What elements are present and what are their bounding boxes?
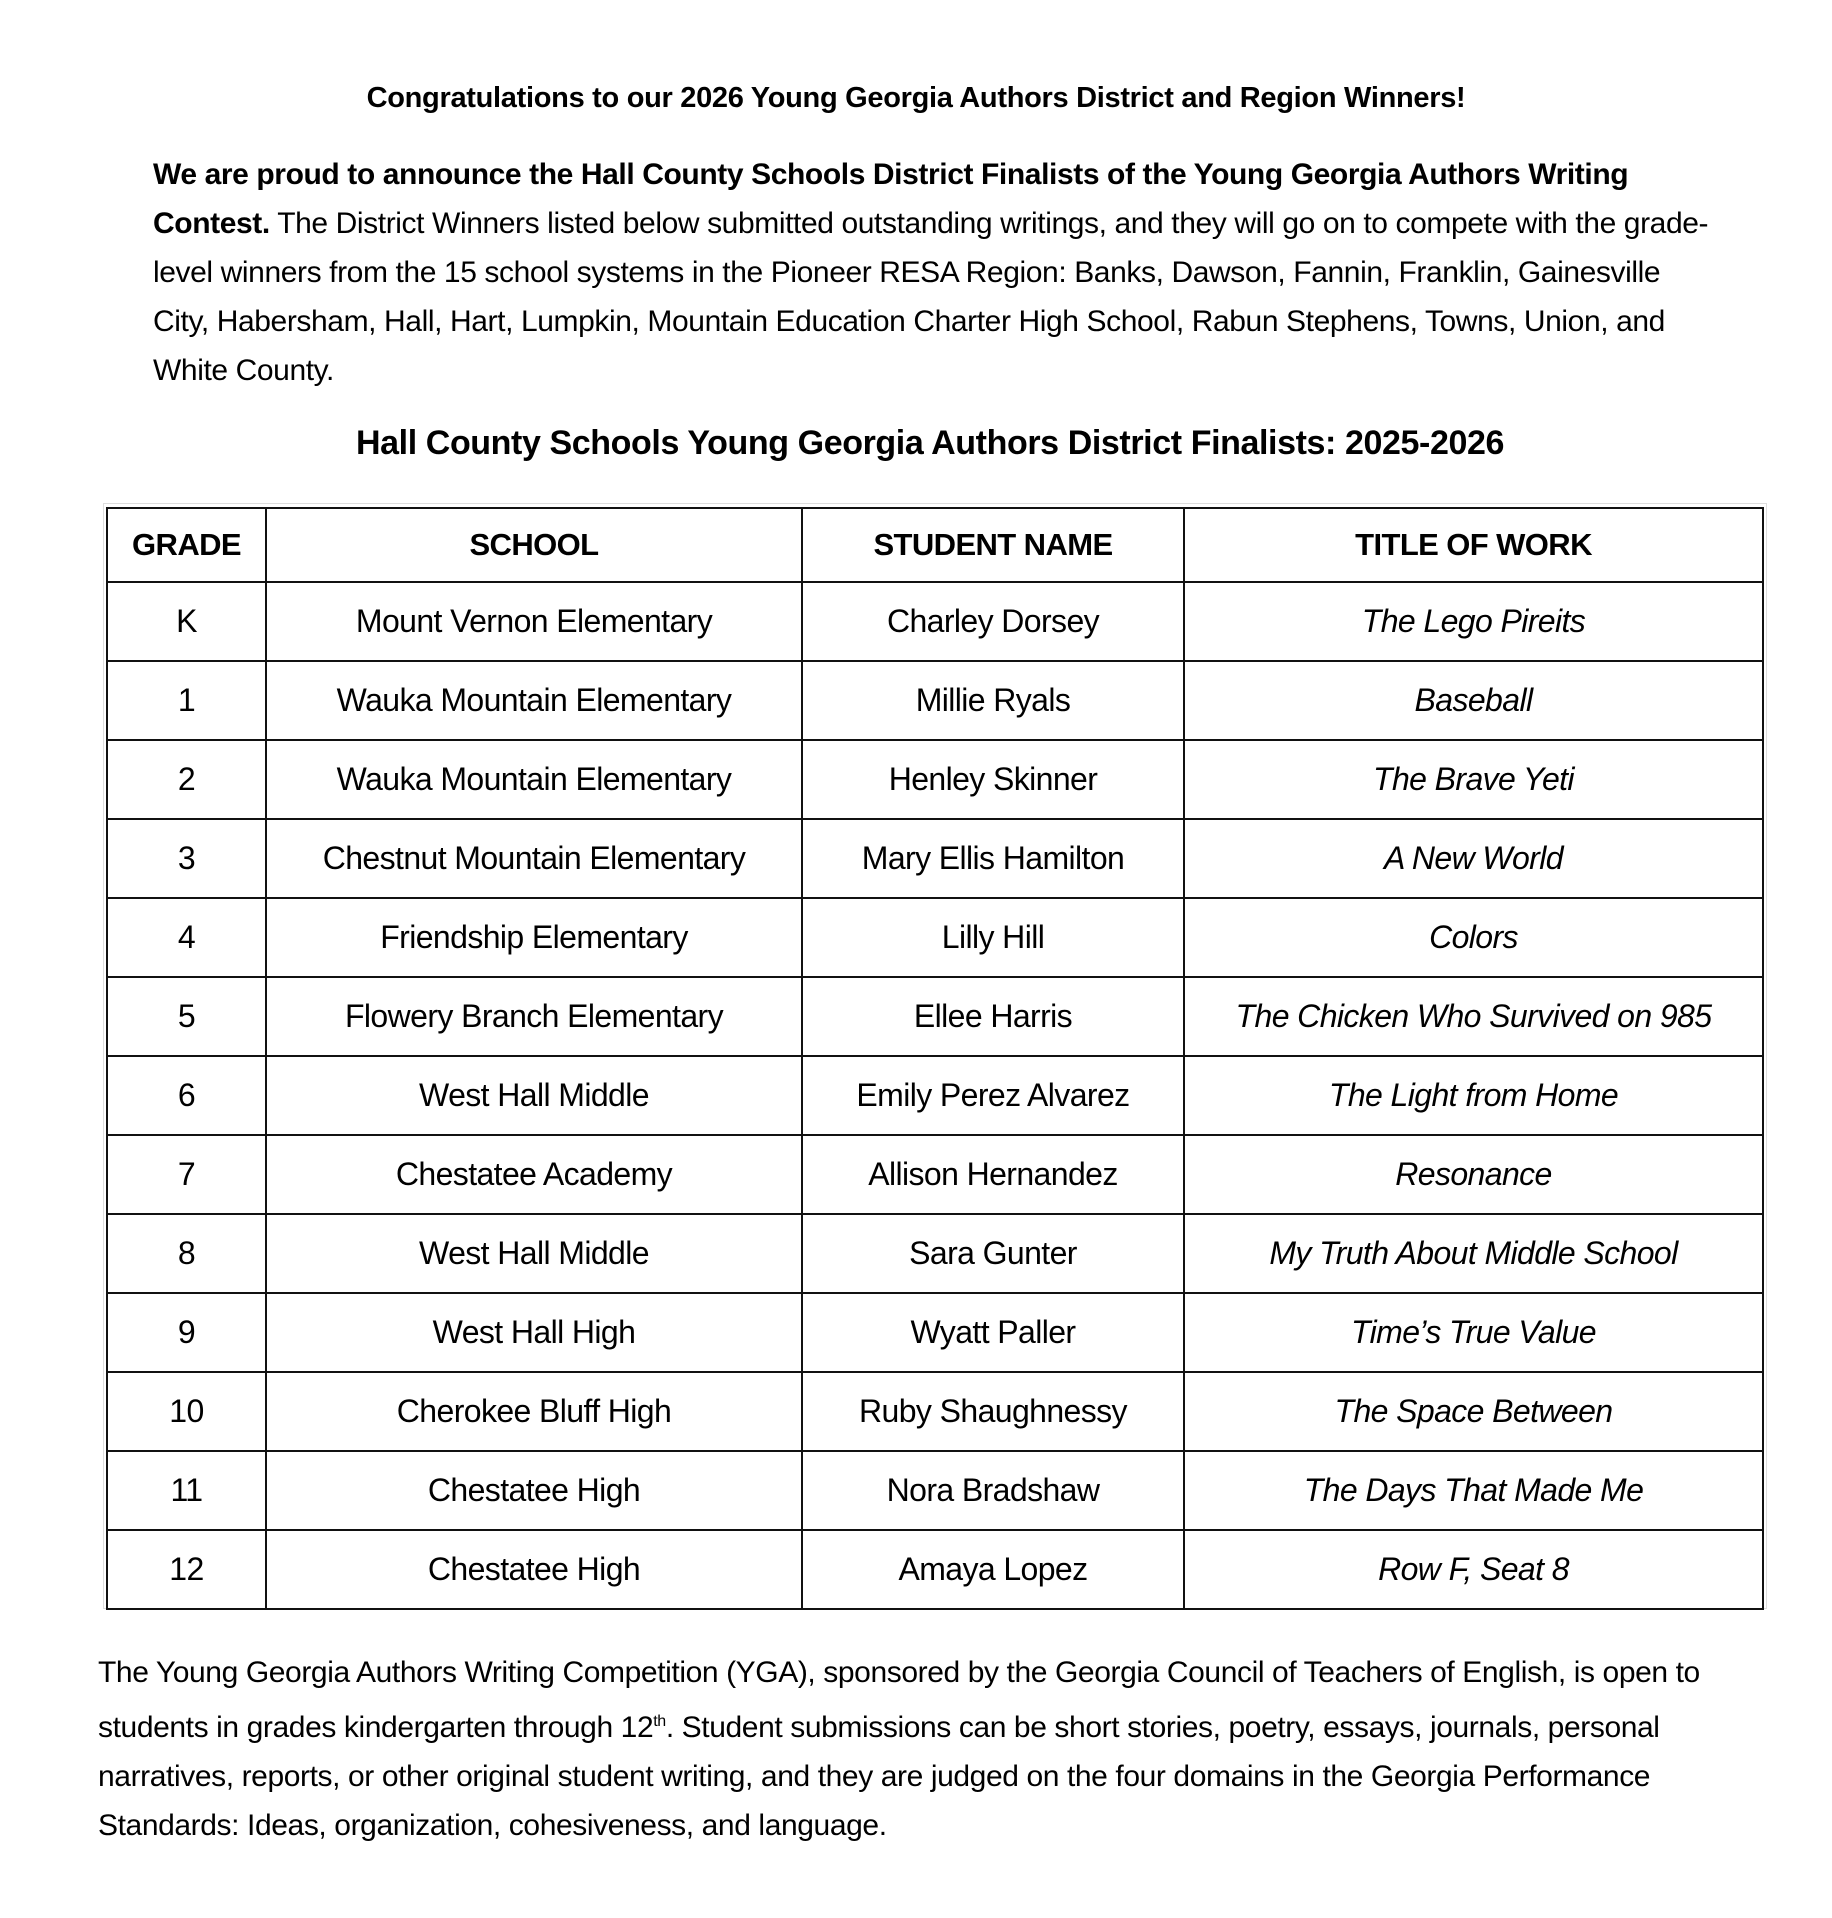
cell-school: Wauka Mountain Elementary (265, 739, 803, 820)
cell-title-of-work: The Days That Made Me (1183, 1450, 1764, 1531)
cell-school: West Hall High (265, 1292, 803, 1373)
cell-grade: 2 (106, 739, 267, 820)
finalists-table: GRADE SCHOOL STUDENT NAME TITLE OF WORK K Mo… (106, 507, 1764, 1610)
footer-paragraph: The Young Georgia Authors Writing Compet… (98, 1648, 1738, 1850)
column-header-grade: GRADE (106, 507, 267, 583)
cell-title-of-work: The Space Between (1183, 1371, 1764, 1452)
cell-student-name: Allison Hernandez (801, 1134, 1185, 1215)
table-row: 6 West Hall Middle Emily Perez Alvarez The … (106, 1055, 1764, 1136)
intro-bold-text: We are proud to announce the Hall County… (153, 158, 1629, 240)
cell-student-name: Henley Skinner (801, 739, 1185, 820)
cell-student-name: Amaya Lopez (801, 1529, 1185, 1610)
cell-title-of-work: The Lego Pireits (1183, 581, 1764, 662)
cell-title-of-work: The Chicken Who Survived on 985 (1183, 976, 1764, 1057)
intro-text: The District Winners listed below submit… (153, 207, 1709, 387)
cell-school: West Hall Middle (265, 1055, 803, 1136)
table-row: 8 West Hall Middle Sara Gunter My Truth Abo… (106, 1213, 1764, 1294)
cell-school: Friendship Elementary (265, 897, 803, 978)
cell-grade: 3 (106, 818, 267, 899)
cell-school: Mount Vernon Elementary (265, 581, 803, 662)
cell-grade: 9 (106, 1292, 267, 1373)
cell-grade: 10 (106, 1371, 267, 1452)
footer-superscript: th (653, 1713, 666, 1730)
cell-student-name: Wyatt Paller (801, 1292, 1185, 1373)
footer-text-end: . Student submissions can be short stori… (98, 1711, 1660, 1842)
cell-student-name: Charley Dorsey (801, 581, 1185, 662)
table-row: 10 Cherokee Bluff High Ruby Shaughnessy The… (106, 1371, 1764, 1452)
cell-grade: 8 (106, 1213, 267, 1294)
cell-student-name: Lilly Hill (801, 897, 1185, 978)
table-row: 3 Chestnut Mountain Elementary Mary Ellis … (106, 818, 1764, 899)
column-header-school: SCHOOL (265, 507, 803, 583)
cell-school: West Hall Middle (265, 1213, 803, 1294)
footer-text: The Young Georgia Authors Writing Compet… (98, 1656, 1700, 1744)
cell-title-of-work: The Light from Home (1183, 1055, 1764, 1136)
cell-title-of-work: My Truth About Middle School (1183, 1213, 1764, 1294)
column-header-student-name: STUDENT NAME (801, 507, 1185, 583)
cell-school: Chestatee High (265, 1529, 803, 1610)
table-row: 11 Chestatee High Nora Bradshaw The Days Th… (106, 1450, 1764, 1531)
cell-school: Flowery Branch Elementary (265, 976, 803, 1057)
cell-grade: K (106, 581, 267, 662)
cell-title-of-work: A New World (1183, 818, 1764, 899)
cell-student-name: Nora Bradshaw (801, 1450, 1185, 1531)
cell-school: Chestnut Mountain Elementary (265, 818, 803, 899)
cell-school: Cherokee Bluff High (265, 1371, 803, 1452)
page-heading: Congratulations to our 2026 Young Georgi… (366, 82, 1466, 114)
cell-grade: 5 (106, 976, 267, 1057)
cell-title-of-work: Time’s True Value (1183, 1292, 1764, 1373)
cell-title-of-work: Row F, Seat 8 (1183, 1529, 1764, 1610)
column-header-title-of-work: TITLE OF WORK (1183, 507, 1764, 583)
table-row: 5 Flowery Branch Elementary Ellee Harris Th… (106, 976, 1764, 1057)
table-row: 2 Wauka Mountain Elementary Henley Skinner… (106, 739, 1764, 820)
table-row: K Mount Vernon Elementary Charley Dorsey Th… (106, 581, 1764, 662)
cell-grade: 6 (106, 1055, 267, 1136)
table-row: 1 Wauka Mountain Elementary Millie Ryals Ba… (106, 660, 1764, 741)
table-row: 7 Chestatee Academy Allison Hernandez Reson… (106, 1134, 1764, 1215)
cell-title-of-work: The Brave Yeti (1183, 739, 1764, 820)
table-row: 9 West Hall High Wyatt Paller Time’s True V… (106, 1292, 1764, 1373)
intro-paragraph: We are proud to announce the Hall County… (153, 150, 1713, 395)
cell-title-of-work: Colors (1183, 897, 1764, 978)
cell-school: Chestatee High (265, 1450, 803, 1531)
table-row: 12 Chestatee High Amaya Lopez Row F, Seat 8 (106, 1529, 1764, 1610)
cell-title-of-work: Resonance (1183, 1134, 1764, 1215)
cell-grade: 1 (106, 660, 267, 741)
cell-title-of-work: Baseball (1183, 660, 1764, 741)
cell-grade: 7 (106, 1134, 267, 1215)
table-header-row: GRADE SCHOOL STUDENT NAME TITLE OF WORK (106, 507, 1764, 583)
table-title: Hall County Schools Young Georgia Author… (355, 424, 1504, 462)
cell-student-name: Millie Ryals (801, 660, 1185, 741)
cell-student-name: Mary Ellis Hamilton (801, 818, 1185, 899)
cell-school: Chestatee Academy (265, 1134, 803, 1215)
cell-grade: 11 (106, 1450, 267, 1531)
cell-student-name: Ellee Harris (801, 976, 1185, 1057)
table-row: 4 Friendship Elementary Lilly Hill Colors (106, 897, 1764, 978)
cell-student-name: Emily Perez Alvarez (801, 1055, 1185, 1136)
cell-grade: 4 (106, 897, 267, 978)
cell-student-name: Sara Gunter (801, 1213, 1185, 1294)
cell-grade: 12 (106, 1529, 267, 1610)
cell-school: Wauka Mountain Elementary (265, 660, 803, 741)
cell-student-name: Ruby Shaughnessy (801, 1371, 1185, 1452)
